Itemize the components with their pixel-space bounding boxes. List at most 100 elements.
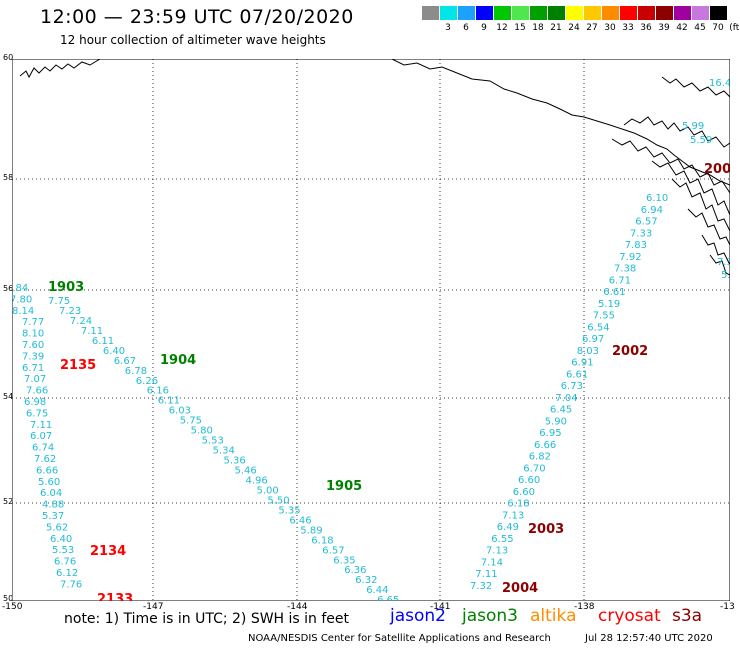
track-2135-value: 6.07 — [30, 431, 52, 442]
track-2135-value: 7.39 — [22, 351, 44, 362]
track-1904-value: 5.46 — [235, 466, 257, 477]
track-2135-value: 7.11 — [30, 420, 52, 431]
legend-tick-label: 45 — [694, 23, 706, 33]
map-title: 12:00 — 23:59 UTC 07/20/2020 — [40, 6, 354, 28]
track-2002-value: 6.94 — [641, 205, 663, 216]
legend-tick-label: 18 — [532, 23, 544, 33]
track-2135-value: 4.88 — [42, 500, 64, 511]
track-2002-value: 6.70 — [523, 463, 545, 474]
pass-number-2004: 2004 — [502, 581, 538, 596]
track-2002-value: 6.95 — [539, 428, 561, 439]
legend-swatch — [422, 6, 439, 20]
track-2002-value: 7.83 — [625, 240, 647, 251]
track-2135-value: 5.53 — [52, 545, 74, 556]
lon-label: -144 — [287, 602, 308, 612]
lat-label: 52 — [3, 497, 14, 506]
legend-tick-label: 9 — [481, 23, 487, 33]
track-1904-value: 6.46 — [289, 515, 311, 526]
track-1904-value: 7.11 — [81, 326, 103, 337]
wave-height-map: 6.847.808.147.778.107.607.396.717.077.66… — [12, 59, 730, 601]
track-2135-value: 6.04 — [40, 488, 62, 499]
track-1904-value: 5.36 — [224, 456, 246, 467]
coastal-value: 16.41 — [709, 78, 730, 89]
track-2002-value: 7.33 — [630, 228, 652, 239]
legend-swatch — [548, 6, 565, 20]
track-2002-value: 7.04 — [555, 393, 577, 404]
track-1904-value: 6.57 — [322, 545, 344, 556]
pass-number-1905: 1905 — [326, 479, 362, 494]
track-2135-value: 7.07 — [24, 374, 46, 385]
track-2135-value: 6.98 — [24, 397, 46, 408]
track-2002-value: 6.55 — [491, 534, 513, 545]
coastline — [19, 59, 730, 276]
legend-tick-label: 33 — [622, 23, 634, 33]
track-1904-value: 5.35 — [278, 505, 300, 516]
legend-tick-label: 3 — [445, 23, 451, 33]
legend-tick-label: 24 — [568, 23, 580, 33]
credit-line: NOAA/NESDIS Center for Satellite Applica… — [248, 633, 551, 644]
pass-number-2003: 2003 — [528, 522, 564, 537]
lon-label: -150 — [2, 602, 23, 612]
track-2135-value: 7.60 — [22, 340, 44, 351]
track-2002-value: 6.10 — [646, 193, 668, 204]
legend-swatch — [566, 6, 583, 20]
legend-tick-label: 12 — [496, 23, 508, 33]
track-2002-value: 7.55 — [593, 311, 615, 322]
legend-swatch — [440, 6, 457, 20]
track-2002-value: 6.97 — [582, 334, 604, 345]
track-2135-value: 8.14 — [12, 306, 34, 317]
track-1904-value: 5.00 — [257, 486, 279, 497]
track-1904-value: 6.36 — [344, 565, 366, 576]
pass-number-2135: 2135 — [60, 358, 96, 373]
satellite-jason3: jason3 — [462, 606, 518, 626]
track-2002-value: 6.45 — [550, 405, 572, 416]
track-2002-value: 7.11 — [475, 569, 497, 580]
track-1904-value: 6.26 — [136, 376, 158, 387]
legend-swatch — [710, 6, 727, 20]
legend-swatch — [458, 6, 475, 20]
track-2135-value: 5.60 — [38, 477, 60, 488]
track-2135-value: 6.66 — [36, 465, 58, 476]
track-1904-value: 6.32 — [355, 575, 377, 586]
legend-tick-label: 27 — [586, 23, 598, 33]
track-1904-value: 4.96 — [246, 476, 268, 487]
legend-tick-label: 36 — [640, 23, 652, 33]
coastal-value: 5.99 — [682, 121, 704, 132]
footnote: note: 1) Time is in UTC; 2) SWH is in fe… — [64, 611, 350, 627]
legend-unit: (ft) — [729, 23, 740, 33]
track-2002-value: 6.91 — [571, 358, 593, 369]
track-2002-value: 7.38 — [614, 264, 636, 275]
track-2135-value: 5.62 — [46, 522, 68, 533]
pass-number-1904: 1904 — [160, 353, 196, 368]
legend-tick-label: 70 — [712, 23, 724, 33]
lat-label: 58 — [3, 173, 14, 182]
track-2002-value: 6.82 — [529, 452, 551, 463]
track-1904-value: 5.80 — [191, 426, 213, 437]
track-1904-value: 6.35 — [333, 555, 355, 566]
track-2002-value: 5.90 — [545, 416, 567, 427]
legend-tick-label: 21 — [550, 23, 562, 33]
track-2002-value: 6.66 — [534, 440, 556, 451]
pass-number-2002: 2002 — [612, 344, 648, 359]
track-2002-value: 6.57 — [635, 217, 657, 228]
legend-swatch — [494, 6, 511, 20]
track-1904-value: 6.11 — [92, 336, 114, 347]
coastal-value: 5.7 — [721, 270, 730, 281]
legend-tick-label: 15 — [514, 23, 526, 33]
pass-number-2134: 2134 — [90, 544, 126, 559]
lon-label: -141 — [430, 602, 451, 612]
track-2135-value: 7.62 — [34, 454, 56, 465]
legend-swatch — [638, 6, 655, 20]
legend-swatch — [584, 6, 601, 20]
track-2135-value: 5.37 — [42, 511, 64, 522]
track-2002-value: 6.18 — [507, 499, 529, 510]
track-2002-value: 6.73 — [561, 381, 583, 392]
track-1904-value: 6.11 — [158, 396, 180, 407]
legend-tick-label: 39 — [658, 23, 670, 33]
track-1904-value: 7.23 — [59, 306, 81, 317]
track-1904-value: 6.16 — [147, 386, 169, 397]
track-1904-value: 6.44 — [366, 585, 388, 596]
track-2135-value: 6.40 — [50, 534, 72, 545]
track-2135-value: 6.76 — [54, 557, 76, 568]
track-1904-value: 5.34 — [213, 446, 235, 457]
